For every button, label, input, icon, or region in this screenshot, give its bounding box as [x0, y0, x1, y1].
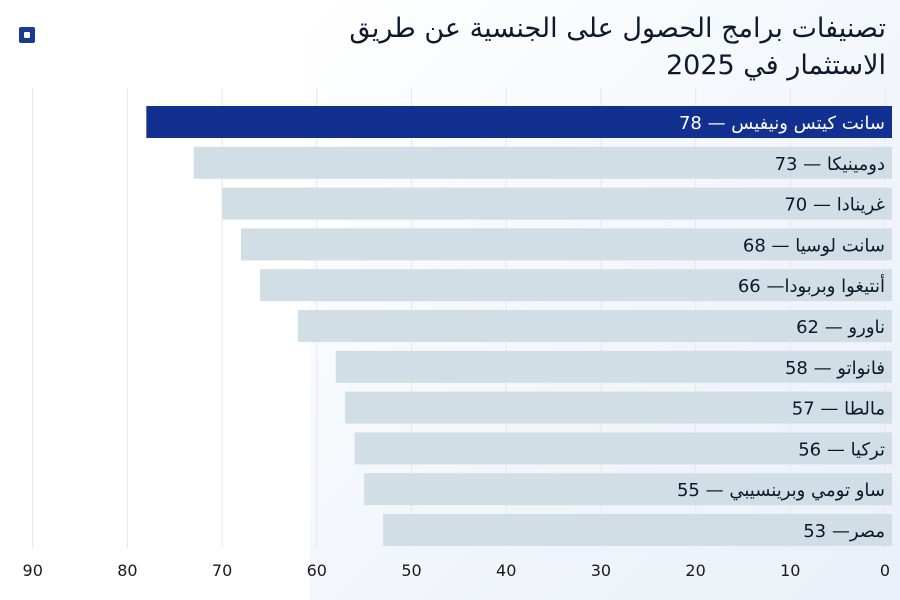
bar: [297, 310, 892, 342]
bar-label: ناورو — 62: [796, 317, 885, 338]
bar-label: أنتيغوا وبربودا— 66: [738, 274, 885, 297]
x-tick-label: 30: [591, 561, 611, 580]
x-tick-label: 10: [780, 561, 800, 580]
bar: [345, 391, 893, 424]
bar: [241, 228, 893, 261]
bar-label: ساو تومي وبرينسيبي — 55: [677, 480, 885, 501]
bar: [193, 146, 892, 179]
bar: [259, 269, 893, 302]
bar-label: مصر— 53: [803, 521, 885, 542]
bar: [383, 514, 892, 546]
bars: سانت كيتس ونيفيس — 78 دومينيكا — 73 غريناد…: [146, 106, 893, 546]
logo-icon: [19, 27, 35, 43]
bar: [335, 350, 892, 383]
x-tick-label: 20: [685, 561, 705, 580]
chart-title: تصنيفات برامج الحصول على الجنسية عن طريق…: [349, 13, 886, 81]
x-tick-label: 40: [496, 561, 516, 580]
bar-label: تركيا — 56: [798, 439, 885, 460]
bar-label: دومينيكا — 73: [775, 154, 885, 175]
x-tick-label: 60: [307, 561, 327, 580]
bar-label: فانواتو — 58: [785, 358, 885, 379]
bar-label: غرينادا — 70: [784, 195, 885, 216]
bar: [364, 473, 892, 506]
bar: [146, 106, 893, 138]
bar-label: مالطا — 57: [792, 399, 885, 420]
x-tick-label: 80: [117, 561, 137, 580]
x-tick-label: 90: [23, 561, 43, 580]
x-axis-ticks: 0 10 20 30 40 50 60 70 80 90: [23, 561, 891, 580]
bar-label: سانت كيتس ونيفيس — 78: [679, 113, 885, 134]
x-tick-label: 0: [880, 561, 890, 580]
x-tick-label: 50: [401, 561, 421, 580]
bar: [354, 432, 892, 465]
bar: [222, 187, 893, 220]
x-tick-label: 70: [212, 561, 232, 580]
bar-label: سانت لوسيا — 68: [743, 235, 885, 256]
